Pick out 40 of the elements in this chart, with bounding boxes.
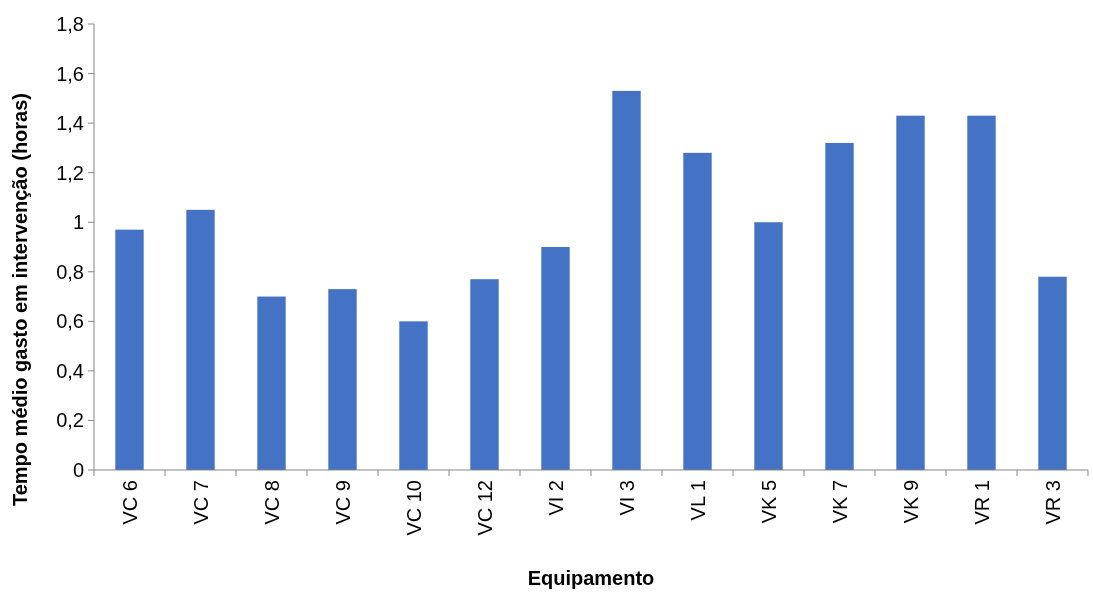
x-tick-label: VR 3 [1041, 480, 1064, 525]
bar [399, 321, 428, 470]
y-tick-label: 1,4 [56, 112, 84, 135]
x-tick-label: VC 6 [118, 480, 141, 525]
bar [825, 142, 854, 470]
x-tick-label: VK 9 [899, 480, 922, 524]
x-tick-label: VL 1 [686, 480, 709, 521]
bar [257, 296, 286, 470]
x-tick-label: VK 7 [828, 480, 851, 524]
x-axis-title: Equipamento [527, 567, 655, 589]
bar [612, 90, 641, 470]
y-tick-label: 1 [72, 211, 84, 234]
y-tick-label: 0 [72, 459, 84, 481]
bar [1038, 276, 1067, 470]
bar [328, 289, 357, 470]
bar [186, 209, 215, 470]
bar [754, 222, 783, 470]
y-tick-label: 0,2 [56, 409, 84, 432]
x-tick-label: VI 2 [544, 480, 567, 516]
x-tick-label: VI 3 [615, 480, 638, 516]
x-tick-label: VC 12 [473, 480, 496, 536]
x-tick-label: VR 1 [970, 480, 993, 525]
y-tick-label: 0,6 [56, 310, 84, 333]
x-tick-label: VC 7 [189, 480, 212, 525]
y-axis-title: Tempo médio gasto em intervenção (horas) [9, 92, 31, 507]
x-tick-label: VC 10 [402, 480, 425, 536]
bar [967, 115, 996, 470]
x-tick-label: VC 8 [260, 480, 283, 525]
bar [896, 115, 925, 470]
bar [683, 152, 712, 470]
x-tick-label: VK 5 [757, 480, 780, 524]
bar [115, 229, 144, 470]
y-tick-label: 0,8 [56, 260, 84, 283]
y-tick-label: 1,2 [56, 161, 84, 184]
y-tick-label: 0,4 [56, 359, 84, 382]
y-tick-label: 1,8 [56, 13, 84, 35]
bar [541, 247, 570, 470]
x-tick-label: VC 9 [331, 480, 354, 525]
bar [470, 279, 499, 470]
y-tick-label: 1,6 [56, 62, 84, 85]
